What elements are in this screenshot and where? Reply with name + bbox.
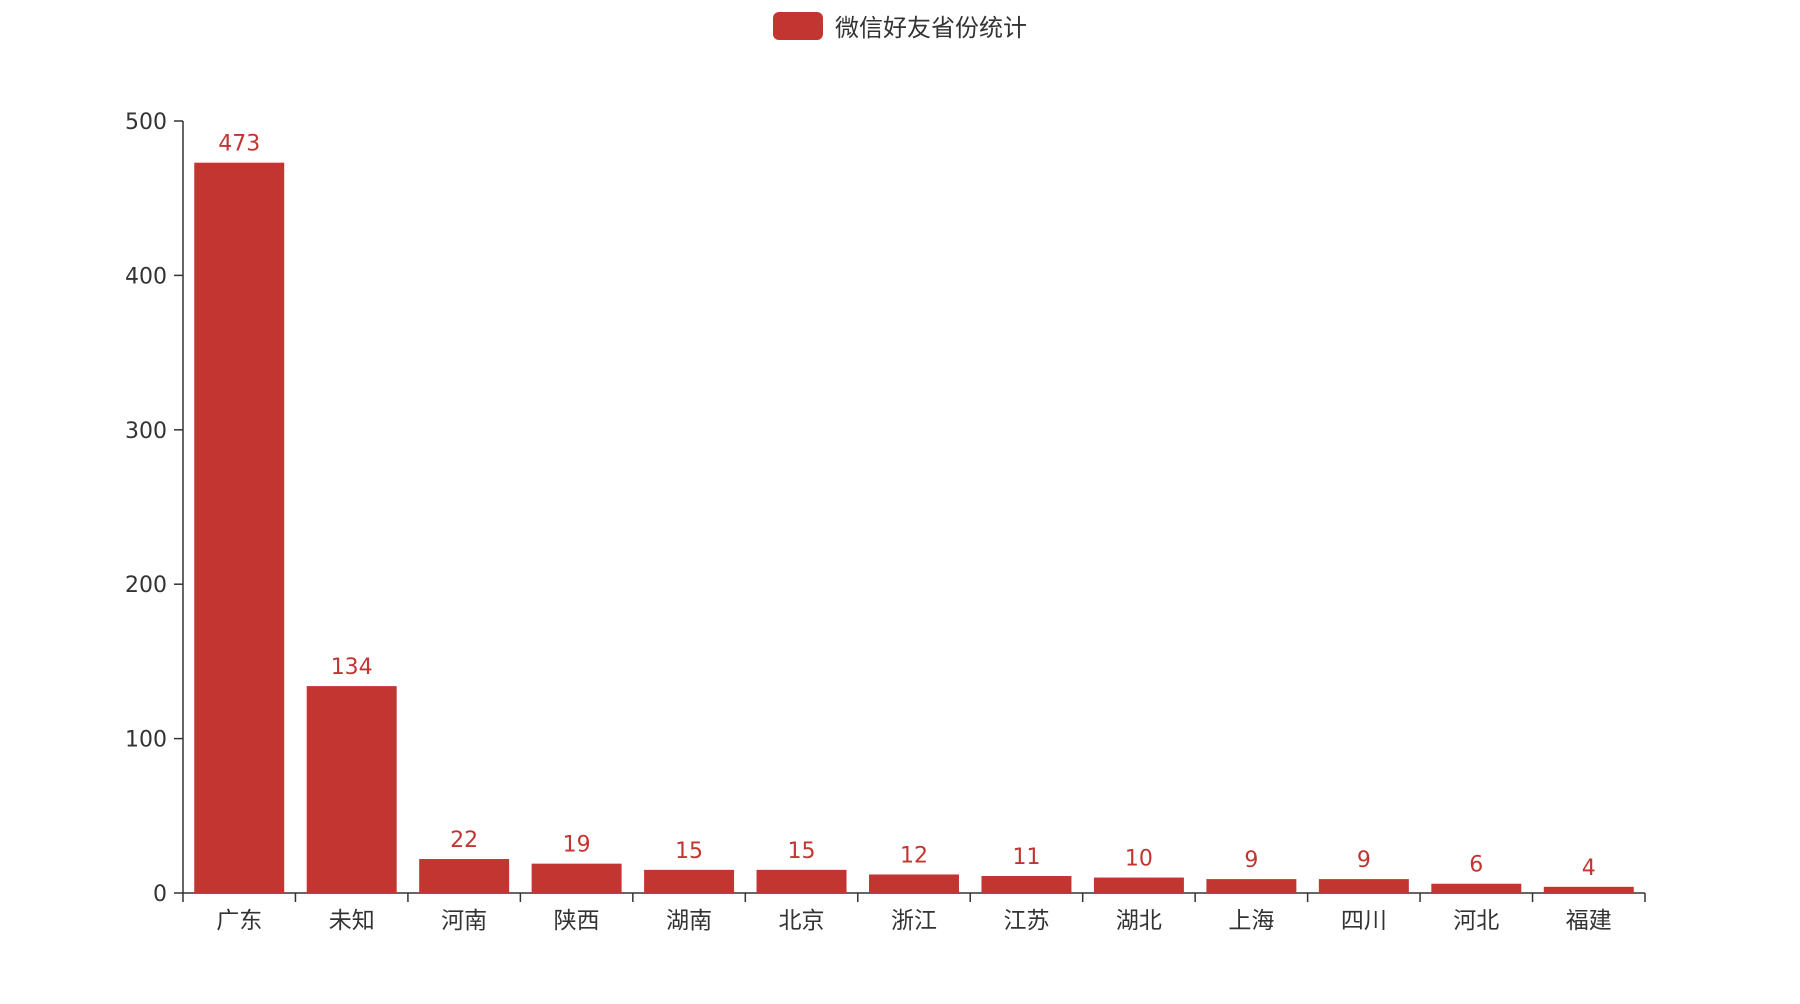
bar-value-label: 6	[1469, 853, 1483, 878]
x-tick-label: 北京	[779, 908, 825, 934]
bar	[756, 869, 847, 893]
x-tick-label: 未知	[329, 908, 375, 934]
bar-value-label: 12	[900, 843, 928, 868]
x-tick-label: 江苏	[1003, 908, 1049, 934]
bar-value-label: 9	[1357, 848, 1371, 873]
bar	[419, 859, 510, 893]
x-tick-label: 四川	[1341, 908, 1387, 934]
bar-value-label: 9	[1244, 848, 1258, 873]
bar	[644, 869, 735, 893]
legend-swatch	[773, 11, 823, 40]
legend-label: 微信好友省份统计	[835, 14, 1027, 42]
y-tick-label: 200	[125, 573, 167, 598]
bar-value-label: 11	[1012, 845, 1040, 870]
bar	[981, 876, 1072, 893]
bar-value-label: 22	[450, 828, 478, 853]
bar	[306, 686, 397, 893]
bar-value-label: 10	[1125, 847, 1153, 872]
bar-value-label: 473	[218, 132, 260, 157]
x-tick-label: 浙江	[891, 908, 937, 934]
x-tick-label: 上海	[1228, 908, 1274, 934]
bar-value-label: 15	[788, 839, 816, 864]
bar-value-label: 15	[675, 839, 703, 864]
x-tick-label: 广东	[216, 908, 262, 934]
x-tick-label: 陕西	[554, 908, 600, 934]
x-tick-label: 湖北	[1116, 908, 1162, 934]
y-tick-label: 100	[125, 728, 167, 753]
bar	[1318, 879, 1409, 893]
y-tick-label: 400	[125, 264, 167, 289]
x-tick-label: 河南	[441, 908, 487, 934]
y-tick-label: 300	[125, 419, 167, 444]
x-tick-label: 福建	[1566, 908, 1612, 934]
y-tick-label: 0	[153, 882, 167, 907]
bar	[531, 863, 622, 893]
bar-value-label: 19	[563, 833, 591, 858]
bar	[194, 162, 285, 894]
bar-value-label: 134	[331, 655, 373, 680]
bar	[869, 874, 959, 893]
bar	[1543, 886, 1634, 893]
y-tick-label: 500	[125, 110, 167, 135]
bar	[1093, 877, 1184, 893]
x-tick-label: 湖南	[666, 908, 712, 934]
x-tick-label: 河北	[1453, 908, 1499, 934]
legend[interactable]: 微信好友省份统计	[0, 8, 1800, 43]
bar-value-label: 4	[1582, 856, 1596, 881]
bar	[1431, 883, 1522, 893]
bar	[1206, 879, 1297, 893]
